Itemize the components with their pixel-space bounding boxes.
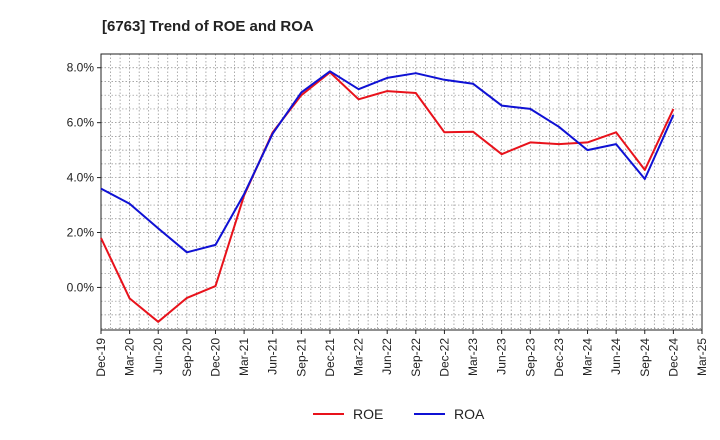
x-tick-label: Mar-22 — [352, 338, 366, 376]
x-tick-label: Mar-25 — [695, 338, 709, 376]
legend: ROE ROA — [313, 406, 485, 422]
x-tick-label: Dec-23 — [552, 338, 566, 377]
x-tick-label: Jun-20 — [151, 338, 165, 375]
x-tick-label: Sep-20 — [180, 338, 194, 377]
x-tick-label: Jun-22 — [380, 338, 394, 375]
x-tick-label: Dec-19 — [94, 338, 108, 377]
y-tick-label: 2.0% — [67, 226, 95, 240]
x-tick-label: Mar-21 — [237, 338, 251, 376]
legend-label-roa: ROA — [454, 406, 485, 422]
x-tick-label: Mar-20 — [123, 338, 137, 376]
x-tick-label: Jun-24 — [609, 338, 623, 375]
x-tick-label: Jun-21 — [266, 338, 280, 375]
x-tick-label: Dec-21 — [323, 338, 337, 377]
x-tick-label: Sep-22 — [409, 338, 423, 377]
y-tick-label: 0.0% — [67, 280, 95, 294]
x-tick-label: Sep-24 — [638, 338, 652, 377]
y-tick-label: 8.0% — [67, 61, 95, 75]
x-axis: Dec-19 Mar-20 Jun-20 Sep-20 Dec-20 Mar-21 Jun-… — [94, 330, 709, 377]
x-tick-label: Dec-22 — [437, 338, 451, 377]
x-tick-label: Mar-24 — [581, 338, 595, 376]
series-line-roa — [100, 70, 675, 254]
y-axis: 0.0% 2.0% 4.0% 6.0% 8.0% — [67, 61, 101, 294]
x-tick-label: Dec-24 — [666, 338, 680, 377]
series-layer — [100, 70, 675, 323]
chart-title: [6763] Trend of ROE and ROA — [102, 18, 314, 35]
x-tick-label: Jun-23 — [495, 338, 509, 375]
series-line-roe — [100, 71, 675, 323]
plot-area — [100, 53, 703, 331]
y-tick-label: 4.0% — [67, 171, 95, 185]
x-tick-label: Dec-20 — [208, 338, 222, 377]
legend-label-roe: ROE — [353, 406, 383, 422]
x-tick-label: Mar-23 — [466, 338, 480, 376]
grid — [101, 54, 702, 330]
x-tick-label: Sep-23 — [523, 338, 537, 377]
y-tick-label: 6.0% — [67, 116, 95, 130]
x-tick-label: Sep-21 — [294, 338, 308, 377]
